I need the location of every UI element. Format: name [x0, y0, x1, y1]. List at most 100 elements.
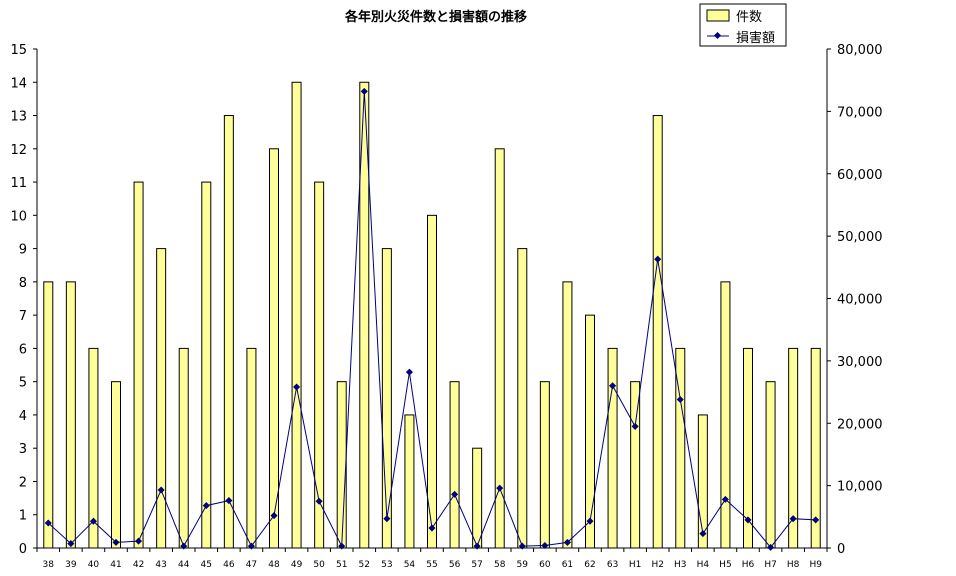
damage-point — [405, 368, 413, 376]
right-tick-label: 80,000 — [837, 43, 883, 58]
x-tick-label: 45 — [201, 560, 212, 570]
damage-point — [89, 517, 97, 525]
legend-label-damage: 損害額 — [736, 30, 775, 46]
left-tick-label: 12 — [10, 143, 27, 158]
x-tick-label: 42 — [133, 560, 144, 570]
bar — [562, 281, 573, 549]
left-tick-label: 3 — [19, 442, 27, 457]
damage-point — [563, 538, 571, 546]
x-tick-label: 40 — [88, 560, 100, 570]
damage-point — [767, 543, 775, 551]
left-tick-label: 8 — [19, 276, 27, 291]
left-tick-label: 0 — [19, 542, 27, 557]
x-tick-label: 41 — [110, 560, 121, 570]
x-tick-label: 47 — [246, 560, 257, 570]
x-tick-label: 59 — [517, 560, 529, 570]
x-tick-label: 49 — [291, 560, 303, 570]
x-tick-label: 38 — [43, 560, 55, 570]
damage-point — [654, 255, 662, 263]
bar — [539, 381, 550, 549]
bar — [111, 381, 121, 549]
bar — [675, 347, 686, 549]
legend: 件数 損害額 — [699, 3, 787, 47]
bar — [607, 347, 618, 549]
x-tick-label: 56 — [449, 560, 461, 570]
left-tick-label: 15 — [10, 43, 27, 58]
x-tick-label: H3 — [674, 560, 687, 570]
bar — [472, 447, 483, 549]
x-tick-label: H8 — [787, 560, 800, 570]
damage-point — [699, 530, 707, 538]
bar — [494, 148, 505, 549]
bar — [133, 181, 144, 549]
x-tick-label: 46 — [223, 560, 235, 570]
bar — [359, 81, 370, 549]
damage-point — [744, 516, 752, 524]
bar — [788, 347, 799, 549]
damage-point — [315, 497, 323, 505]
bar — [223, 115, 234, 549]
x-tick-label: H9 — [809, 560, 822, 570]
damage-point — [157, 486, 165, 494]
chart-title: 各年別火災件数と損害額の推移 — [344, 9, 527, 25]
bar — [652, 115, 663, 549]
bar — [517, 248, 528, 549]
x-axis-ticks: 38 39 40 41 42 43 44 45 46 47 48 49 50 51 52 53 54 55 56 57… — [36, 548, 828, 570]
bar — [449, 381, 460, 549]
bar — [314, 181, 325, 549]
left-tick-label: 6 — [19, 342, 27, 357]
damage-point — [631, 422, 639, 430]
right-tick-label: 70,000 — [837, 105, 883, 120]
damage-point — [789, 515, 797, 523]
right-tick-label: 0 — [837, 542, 845, 557]
left-tick-label: 2 — [19, 475, 27, 490]
x-tick-label: H5 — [719, 560, 732, 570]
bar — [630, 381, 641, 549]
damage-point — [496, 484, 504, 492]
left-tick-label: 9 — [19, 243, 27, 258]
bar — [381, 248, 392, 549]
x-tick-label: H2 — [651, 560, 664, 570]
bar — [765, 381, 776, 549]
right-tick-label: 60,000 — [837, 168, 883, 183]
x-tick-label: 57 — [471, 560, 482, 570]
right-tick-label: 40,000 — [837, 293, 883, 308]
x-tick-label: 62 — [584, 560, 595, 570]
bar — [88, 347, 99, 549]
left-tick-label: 1 — [19, 509, 27, 524]
bar — [246, 347, 257, 549]
bar — [43, 281, 54, 549]
damage-point — [225, 497, 233, 505]
bar — [743, 347, 753, 549]
x-tick-label: 60 — [539, 560, 551, 570]
legend-bar-swatch — [706, 9, 730, 22]
x-tick-label: H4 — [697, 560, 710, 570]
left-tick-label: 10 — [10, 209, 27, 224]
right-tick-label: 50,000 — [837, 230, 883, 245]
bar — [178, 347, 189, 549]
bar — [65, 281, 76, 549]
damage-point — [721, 495, 729, 503]
x-tick-label: 51 — [336, 560, 347, 570]
damage-point — [135, 537, 143, 545]
legend-line-marker — [713, 31, 722, 40]
damage-point — [270, 512, 278, 520]
damage-point — [586, 517, 594, 525]
left-tick-label: 11 — [10, 176, 27, 191]
bar — [269, 148, 279, 549]
x-tick-label: 44 — [178, 560, 190, 570]
x-tick-label: H6 — [742, 560, 755, 570]
bar — [336, 381, 347, 549]
left-tick-label: 5 — [19, 376, 27, 391]
left-tick-label: 13 — [10, 110, 27, 125]
x-tick-label: 48 — [268, 560, 280, 570]
damage-point — [202, 502, 210, 510]
damage-point — [293, 383, 301, 391]
damage-point — [541, 541, 549, 550]
damage-point — [428, 524, 436, 532]
x-tick-label: 43 — [155, 560, 166, 570]
bar — [697, 414, 708, 549]
left-tick-label: 7 — [19, 309, 27, 324]
